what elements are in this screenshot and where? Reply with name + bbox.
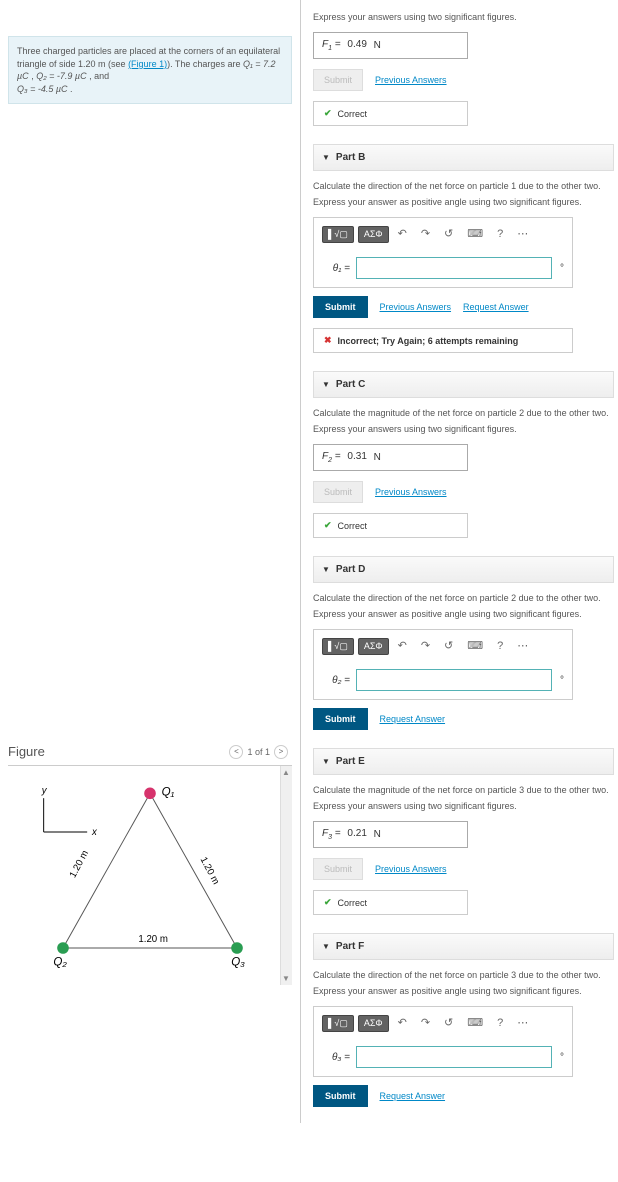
redo-icon[interactable]: ↷ — [416, 1015, 435, 1032]
part-e-prev-link[interactable]: Previous Answers — [375, 864, 447, 874]
more-icon[interactable]: ⋯ — [512, 638, 533, 655]
part-b-request-link[interactable]: Request Answer — [463, 302, 529, 312]
check-icon: ✔ — [324, 520, 332, 531]
help-icon[interactable]: ? — [492, 1015, 508, 1032]
help-icon[interactable]: ? — [492, 226, 508, 243]
part-d-request-link[interactable]: Request Answer — [380, 714, 446, 724]
check-icon: ✔ — [324, 108, 332, 119]
part-b-theta-label: θ₁ = — [322, 263, 350, 274]
format-button[interactable]: ▌√▢ — [322, 638, 354, 655]
figure-scrollbar[interactable] — [280, 766, 292, 985]
degree-icon: ° — [560, 1052, 564, 1063]
part-b-header[interactable]: ▼Part B — [313, 144, 614, 171]
svg-text:Q₁: Q₁ — [162, 786, 175, 799]
part-d-input[interactable] — [356, 669, 552, 691]
caret-down-icon: ▼ — [322, 942, 330, 951]
part-f-submit-button[interactable]: Submit — [313, 1085, 368, 1107]
part-f-desc: Calculate the direction of the net force… — [313, 970, 614, 980]
part-f-header[interactable]: ▼Part F — [313, 933, 614, 960]
figure-pager: < 1 of 1 > — [229, 745, 288, 759]
degree-icon: ° — [560, 263, 564, 274]
reset-icon[interactable]: ↺ — [439, 638, 458, 655]
pager-next-button[interactable]: > — [274, 745, 288, 759]
greek-button[interactable]: ΑΣΦ — [358, 226, 389, 243]
format-button[interactable]: ▌√▢ — [322, 226, 354, 243]
part-d-theta-label: θ₂ = — [322, 675, 350, 686]
part-a-status: ✔Correct — [313, 101, 468, 126]
part-d-desc: Calculate the direction of the net force… — [313, 593, 614, 603]
svg-text:1.20 m: 1.20 m — [198, 856, 222, 887]
redo-icon[interactable]: ↷ — [416, 226, 435, 243]
part-d-input-panel: ▌√▢ ΑΣΦ ↶ ↷ ↺ ⌨ ? ⋯ θ₂ = ° — [313, 629, 573, 700]
svg-text:y: y — [41, 786, 48, 797]
more-icon[interactable]: ⋯ — [512, 1015, 533, 1032]
caret-down-icon: ▼ — [322, 153, 330, 162]
part-a-prev-link[interactable]: Previous Answers — [375, 75, 447, 85]
hint-sigfig: Express your answers using two significa… — [313, 12, 614, 22]
figure-panel: y x Q₁ Q₂ Q₃ 1.20 m 1.20 m 1.20 m — [8, 765, 292, 985]
part-c-submit-button: Submit — [313, 481, 363, 503]
part-a-submit-button: Submit — [313, 69, 363, 91]
part-e-status: ✔Correct — [313, 890, 468, 915]
greek-button[interactable]: ΑΣΦ — [358, 638, 389, 655]
redo-icon[interactable]: ↷ — [416, 638, 435, 655]
reset-icon[interactable]: ↺ — [439, 226, 458, 243]
part-b-desc: Calculate the direction of the net force… — [313, 181, 614, 191]
part-b-submit-button[interactable]: Submit — [313, 296, 368, 318]
undo-icon[interactable]: ↶ — [393, 638, 412, 655]
help-icon[interactable]: ? — [492, 638, 508, 655]
check-icon: ✔ — [324, 897, 332, 908]
keyboard-icon[interactable]: ⌨ — [462, 638, 488, 655]
more-icon[interactable]: ⋯ — [512, 226, 533, 243]
greek-button[interactable]: ΑΣΦ — [358, 1015, 389, 1032]
problem-statement: Three charged particles are placed at th… — [8, 36, 292, 104]
part-f-theta-label: θ₃ = — [322, 1052, 350, 1063]
part-c-prev-link[interactable]: Previous Answers — [375, 487, 447, 497]
reset-icon[interactable]: ↺ — [439, 1015, 458, 1032]
part-e-desc: Calculate the magnitude of the net force… — [313, 785, 614, 795]
format-button[interactable]: ▌√▢ — [322, 1015, 354, 1032]
pager-prev-button[interactable]: < — [229, 745, 243, 759]
part-e-answer: F3 = 0.21 N — [313, 821, 468, 848]
part-e-submit-button: Submit — [313, 858, 363, 880]
part-d-submit-button[interactable]: Submit — [313, 708, 368, 730]
caret-down-icon: ▼ — [322, 380, 330, 389]
part-e-header[interactable]: ▼Part E — [313, 748, 614, 775]
part-c-desc: Calculate the magnitude of the net force… — [313, 408, 614, 418]
part-b-prev-link[interactable]: Previous Answers — [380, 302, 452, 312]
caret-down-icon: ▼ — [322, 565, 330, 574]
part-f-input-panel: ▌√▢ ΑΣΦ ↶ ↷ ↺ ⌨ ? ⋯ θ₃ = ° — [313, 1006, 573, 1077]
part-a-answer: F1 = 0.49 N — [313, 32, 468, 59]
part-b-input-panel: ▌√▢ ΑΣΦ ↶ ↷ ↺ ⌨ ? ⋯ θ₁ = ° — [313, 217, 573, 288]
svg-text:x: x — [91, 827, 98, 838]
undo-icon[interactable]: ↶ — [393, 1015, 412, 1032]
part-c-answer: F2 = 0.31 N — [313, 444, 468, 471]
figure-link[interactable]: (Figure 1) — [128, 59, 167, 69]
keyboard-icon[interactable]: ⌨ — [462, 1015, 488, 1032]
part-f-input[interactable] — [356, 1046, 552, 1068]
part-c-header[interactable]: ▼Part C — [313, 371, 614, 398]
svg-text:Q₂: Q₂ — [53, 956, 67, 969]
svg-text:Q₃: Q₃ — [231, 956, 245, 969]
part-c-status: ✔Correct — [313, 513, 468, 538]
part-d-header[interactable]: ▼Part D — [313, 556, 614, 583]
figure-title: Figure — [8, 744, 45, 759]
caret-down-icon: ▼ — [322, 757, 330, 766]
part-b-input[interactable] — [356, 257, 552, 279]
keyboard-icon[interactable]: ⌨ — [462, 226, 488, 243]
degree-icon: ° — [560, 675, 564, 686]
svg-text:1.20 m: 1.20 m — [138, 935, 168, 946]
svg-text:1.20 m: 1.20 m — [68, 849, 92, 880]
undo-icon[interactable]: ↶ — [393, 226, 412, 243]
x-icon: ✖ — [324, 335, 332, 346]
part-f-request-link[interactable]: Request Answer — [380, 1091, 446, 1101]
part-b-status: ✖Incorrect; Try Again; 6 attempts remain… — [313, 328, 573, 353]
